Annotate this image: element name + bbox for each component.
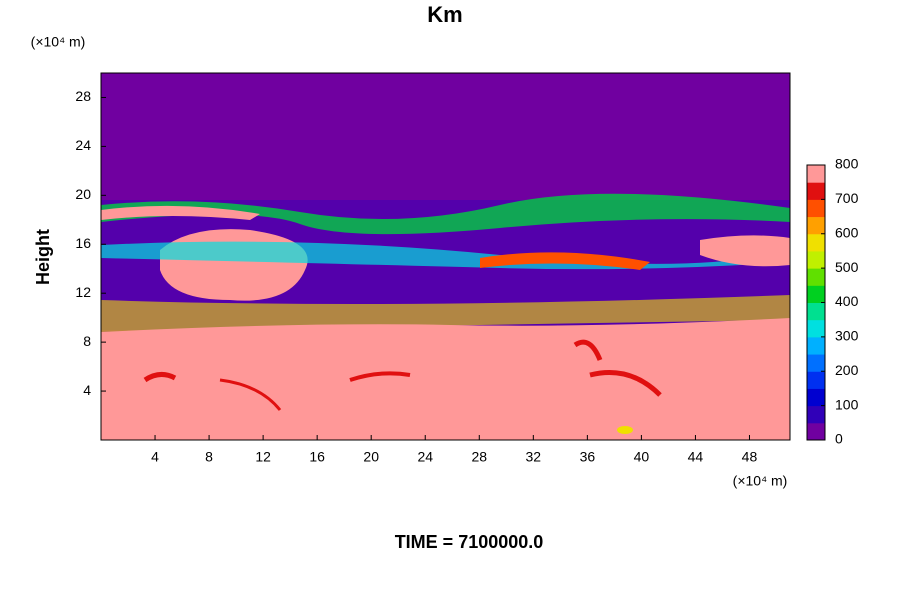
y-axis-label: Height	[33, 229, 53, 285]
y-tick-label: 20	[75, 186, 91, 202]
colorbar-band	[807, 319, 825, 338]
x-unit: (×10⁴ m)	[733, 473, 788, 489]
colorbar-tick-label: 700	[835, 190, 859, 206]
colorbar-band	[807, 268, 825, 286]
x-tick-label: 8	[205, 449, 213, 465]
colorbar-band	[807, 354, 825, 372]
y-tick-label: 16	[75, 235, 91, 251]
plot-frame	[100, 72, 791, 441]
colorbar-band	[807, 233, 825, 252]
colorbar-tick-label: 600	[835, 224, 859, 240]
y-unit: (×10⁴ m)	[31, 34, 86, 50]
x-tick-label: 40	[634, 449, 650, 465]
colorbar-band	[807, 302, 825, 321]
x-tick-label: 32	[526, 449, 542, 465]
x-tick-label: 28	[471, 449, 487, 465]
x-tick-label: 12	[255, 449, 271, 465]
colorbar-band	[807, 250, 825, 269]
y-tick-label: 28	[75, 88, 91, 104]
field-region	[349, 371, 411, 382]
y-tick-label: 4	[83, 382, 91, 398]
field-region	[573, 339, 603, 361]
colorbar-tick-label: 200	[835, 362, 859, 378]
y-tick-label: 12	[75, 284, 91, 300]
field-region	[143, 372, 177, 383]
colorbar-tick-label: 300	[835, 328, 859, 344]
field-region	[617, 426, 633, 434]
field-region	[219, 378, 282, 411]
chart-title: Km	[427, 2, 462, 27]
field-region	[101, 193, 790, 235]
x-tick-label: 36	[580, 449, 596, 465]
colorbar-band	[807, 216, 825, 235]
field-region	[700, 235, 790, 267]
colorbar-band	[807, 371, 825, 389]
colorbar-tick-label: 500	[835, 259, 859, 275]
field-region	[101, 295, 790, 332]
colorbar-band	[807, 165, 825, 183]
x-tick-label: 24	[417, 449, 433, 465]
colorbar-band	[807, 199, 825, 218]
colorbar-tick-label: 0	[835, 431, 843, 447]
y-tick-label: 8	[83, 333, 91, 349]
x-tick-label: 16	[309, 449, 325, 465]
x-tick-label: 4	[151, 449, 159, 465]
field-region	[480, 252, 650, 270]
field-region	[101, 241, 790, 270]
colorbar-tick-label: 100	[835, 396, 859, 412]
x-tick-label: 48	[742, 449, 758, 465]
colorbar-band	[807, 405, 825, 424]
x-tick-label: 44	[688, 449, 704, 465]
field-region	[101, 318, 790, 440]
colorbar-band	[807, 336, 825, 355]
y-tick-label: 24	[75, 137, 91, 153]
footer-time: TIME = 7100000.0	[395, 532, 544, 552]
colorbar-tick-label: 800	[835, 156, 859, 172]
field-region	[589, 370, 662, 397]
field-region	[160, 229, 308, 301]
colorbar-band	[807, 182, 825, 200]
colorbar-band	[807, 422, 825, 441]
colorbar-band	[807, 388, 825, 407]
colorbar-band	[807, 285, 825, 303]
colorbar-tick-label: 400	[835, 293, 859, 309]
x-tick-label: 20	[363, 449, 379, 465]
field-region	[101, 205, 260, 220]
contour-field	[101, 73, 790, 440]
